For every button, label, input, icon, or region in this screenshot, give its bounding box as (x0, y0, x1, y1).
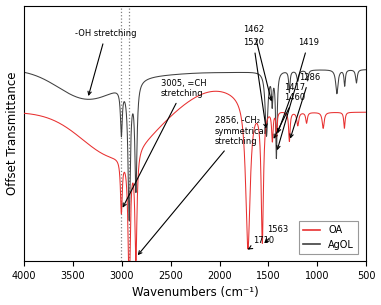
Text: 1462: 1462 (243, 25, 272, 100)
Text: 2925, -CH₂
asymmetrical
stretching: 2925, -CH₂ asymmetrical stretching (0, 304, 1, 305)
X-axis label: Wavenumbers (cm⁻¹): Wavenumbers (cm⁻¹) (132, 286, 259, 300)
Text: 1419: 1419 (277, 38, 319, 149)
Text: 1460: 1460 (274, 93, 305, 138)
Text: 1520: 1520 (243, 38, 267, 127)
Text: 2856, -CH₂
symmetrical
stretching: 2856, -CH₂ symmetrical stretching (138, 116, 267, 254)
Text: -OH stretching: -OH stretching (75, 30, 136, 95)
Y-axis label: Offset Transmittance: Offset Transmittance (6, 72, 19, 195)
Legend: OA, AgOL: OA, AgOL (299, 221, 358, 254)
Text: 1563: 1563 (265, 225, 289, 242)
Text: 3005, =CH
stretching: 3005, =CH stretching (123, 79, 207, 206)
Text: 1417: 1417 (277, 83, 305, 132)
Text: 1710: 1710 (249, 235, 274, 249)
Text: 1286: 1286 (290, 73, 320, 138)
